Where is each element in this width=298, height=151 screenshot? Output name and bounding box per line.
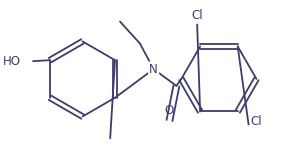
Text: HO: HO <box>3 55 21 68</box>
Text: O: O <box>165 104 174 117</box>
Text: Cl: Cl <box>251 115 262 128</box>
Text: N: N <box>149 63 158 76</box>
Text: Cl: Cl <box>191 9 203 22</box>
